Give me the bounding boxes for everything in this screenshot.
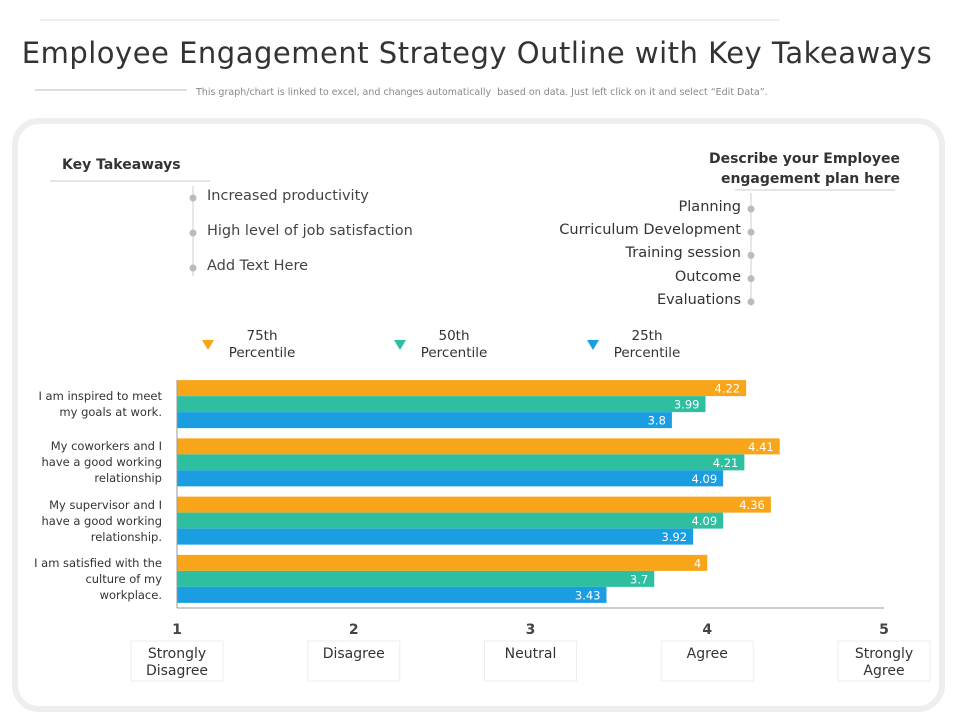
value-label: 3.92 [662, 530, 688, 544]
value-label: 4.21 [713, 456, 739, 470]
category-label: My supervisor and I have a good working … [41, 497, 162, 544]
bullet [189, 264, 197, 272]
bullet [747, 205, 755, 213]
legend-label: 75th Percentile [228, 328, 296, 361]
x-tick-label: 4 [702, 622, 712, 638]
bar [177, 528, 694, 545]
bullet [189, 194, 197, 202]
legend-marker [394, 340, 406, 350]
bar [177, 512, 724, 529]
scale-box [837, 640, 931, 682]
category-label: I am satisfied with the culture of my wo… [34, 555, 162, 602]
bullet [747, 275, 755, 283]
scale-box [307, 640, 401, 682]
bar [177, 438, 780, 455]
value-label: 3.99 [674, 398, 700, 412]
value-label: 3.43 [575, 588, 601, 602]
legend-marker [587, 340, 599, 350]
takeaway-item: Increased productivity [207, 188, 369, 204]
plan-item: Planning [678, 199, 741, 215]
legend-label: 50th Percentile [420, 328, 488, 361]
x-tick-label: 1 [172, 622, 182, 638]
bar [177, 412, 672, 429]
plan-item: Evaluations [656, 291, 741, 308]
takeaways-title: Key Takeaways [62, 157, 181, 173]
value-label: 4.41 [748, 440, 774, 454]
bar [177, 454, 745, 471]
bar [177, 380, 747, 397]
value-label: 4.36 [739, 498, 765, 512]
bar [177, 554, 708, 571]
legend-marker [202, 340, 214, 350]
scale-label: Neutral [504, 646, 557, 662]
plan-item: Training session [625, 245, 742, 262]
bar [177, 586, 607, 603]
scale-box [130, 640, 224, 682]
scale-label: Strongly Agree [854, 646, 914, 679]
bullet [189, 229, 197, 237]
category-label: I am inspired to meet my goals at work. [38, 389, 163, 420]
plan-title: Describe your Employee engagement plan h… [708, 151, 900, 187]
title: Employee Engagement Strategy Outline wit… [21, 36, 933, 70]
value-label: 4.09 [692, 514, 718, 528]
scale-box [660, 640, 754, 682]
value-label: 3.7 [630, 572, 648, 586]
scale-label: Disagree [322, 646, 385, 662]
x-tick-label: 3 [526, 622, 536, 638]
value-label: 4 [694, 556, 701, 570]
x-tick-label: 2 [349, 622, 359, 638]
bar [177, 496, 771, 513]
bar [177, 396, 706, 413]
value-label: 3.8 [648, 414, 666, 428]
plan-item: Curriculum Development [559, 222, 741, 239]
category-label: My coworkers and I have a good working r… [41, 439, 162, 486]
scale-label: Strongly Disagree [145, 646, 209, 679]
bar [177, 470, 724, 487]
bullet [747, 298, 755, 306]
bar [177, 570, 655, 587]
subtitle: This graph/chart is linked to excel, and… [196, 87, 768, 98]
value-label: 4.22 [715, 382, 741, 396]
scale-box [484, 640, 577, 682]
legend-label: 25th Percentile [613, 328, 681, 361]
value-label: 4.09 [692, 472, 718, 486]
x-tick-label: 5 [879, 622, 889, 638]
bullet [747, 251, 755, 259]
takeaway-item: High level of job satisfaction [207, 223, 413, 239]
takeaway-item: Add Text Here [207, 258, 309, 274]
plan-item: Outcome [674, 268, 741, 285]
scale-label: Agree [686, 646, 728, 662]
bullet [747, 228, 755, 236]
